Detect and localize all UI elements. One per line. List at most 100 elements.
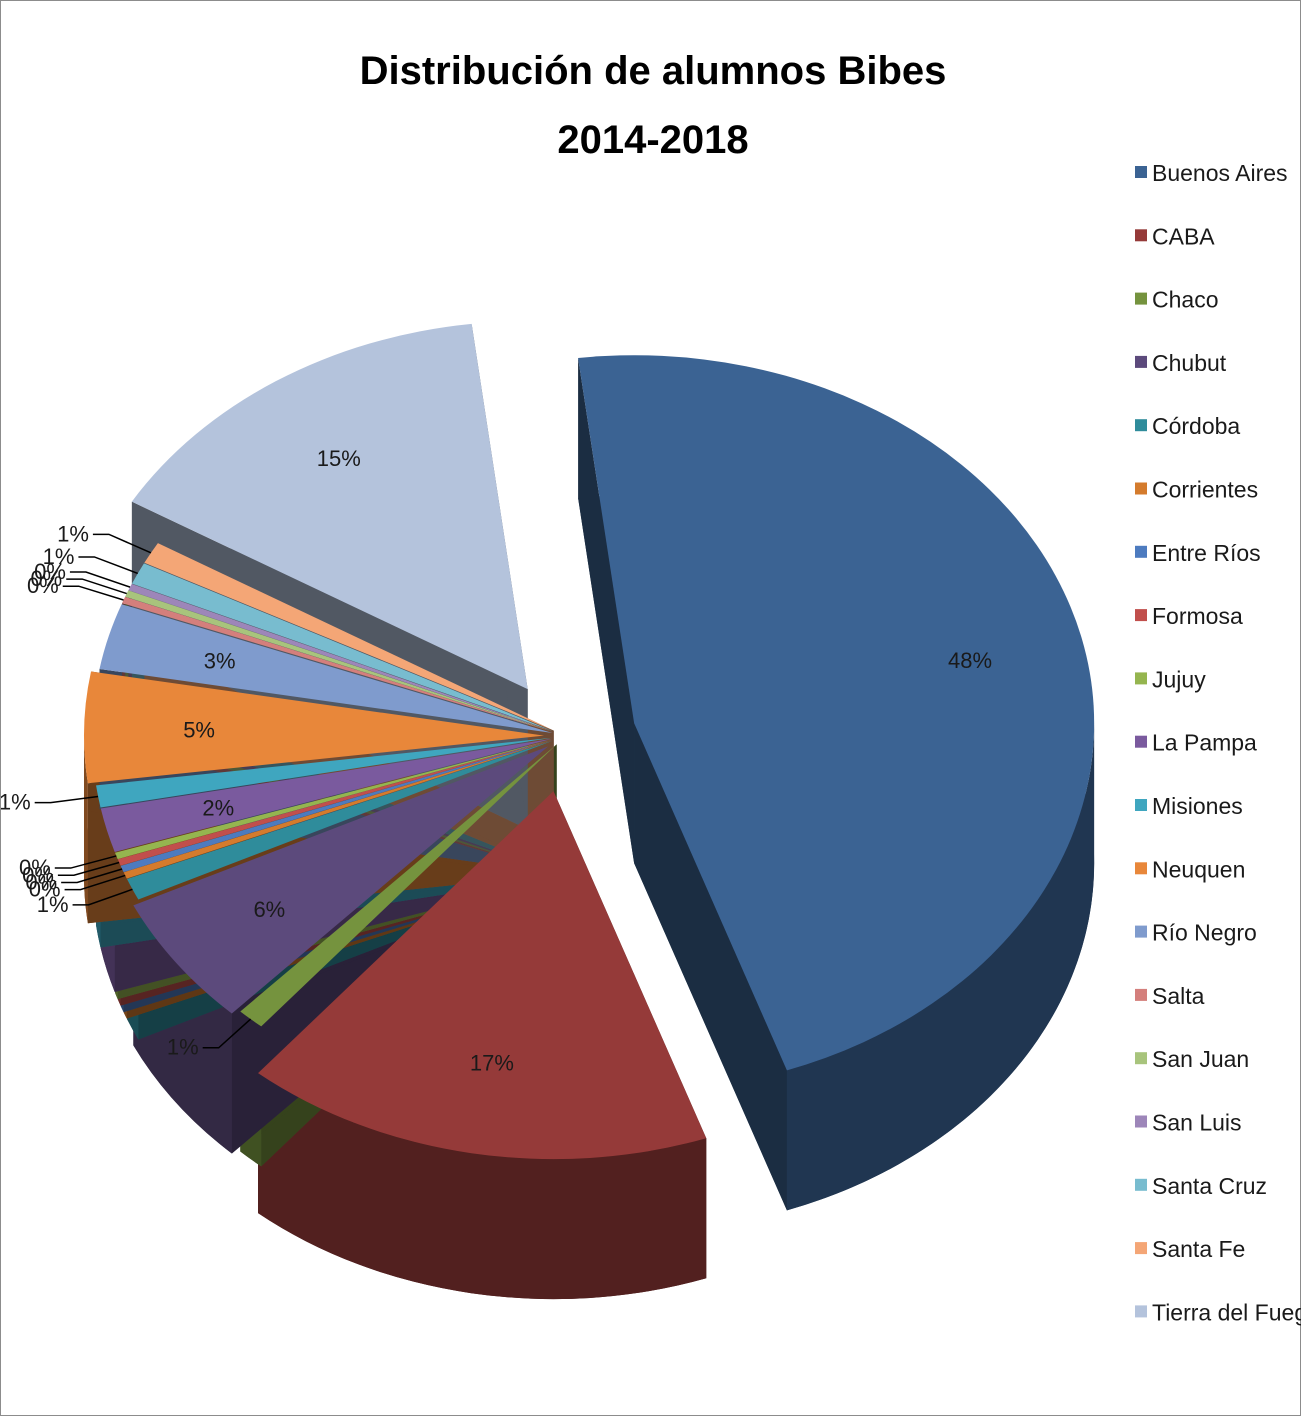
- data-label-entre-rios: 0%: [25, 869, 57, 894]
- legend-swatch-jujuy: [1135, 672, 1147, 685]
- legend-label-cordoba: Córdoba: [1152, 413, 1240, 439]
- legend-label-santa-fe: Santa Fe: [1152, 1236, 1245, 1262]
- slice-side-buenos-aires: [786, 723, 1095, 1211]
- legend-swatch-entre-rios: [1135, 545, 1147, 558]
- slice-san-juan: [125, 590, 554, 732]
- leader-line-san-luis: [69, 571, 131, 588]
- legend-swatch-neuquen: [1135, 862, 1147, 875]
- legend-label-entre-rios: Entre Ríos: [1152, 540, 1261, 566]
- legend-swatch-salta: [1135, 988, 1147, 1001]
- legend-label-neuquen: Neuquen: [1152, 856, 1245, 882]
- data-label-tierra-del-fuego: 15%: [317, 446, 361, 471]
- legend-swatch-caba: [1135, 229, 1147, 242]
- leader-line-entre-rios: [61, 868, 123, 884]
- data-labels: 48%17%1%6%1%0%0%0%0%2%1%5%3%0%0%0%1%1%15…: [1, 446, 992, 1076]
- slice-neuquen: [84, 671, 545, 784]
- data-label-san-juan: 0%: [30, 566, 62, 591]
- legend-swatch-formosa: [1135, 609, 1147, 622]
- data-label-neuquen: 5%: [183, 717, 215, 742]
- leader-line-chaco: [202, 1018, 252, 1049]
- slice-santa-cruz: [131, 563, 554, 732]
- data-label-misiones: 1%: [1, 790, 31, 815]
- legend-swatch-rio-negro: [1135, 925, 1147, 938]
- slice-corrientes: [123, 740, 553, 879]
- legend-swatch-tierra-del-fuego: [1135, 1305, 1147, 1318]
- legend-swatch-san-juan: [1135, 1052, 1147, 1065]
- data-label-santa-cruz: 1%: [43, 544, 75, 569]
- pie-top-layer: [84, 323, 1095, 1160]
- legend-label-san-luis: San Luis: [1152, 1110, 1242, 1136]
- legend-label-buenos-aires: Buenos Aires: [1152, 160, 1288, 186]
- data-label-corrientes: 0%: [29, 877, 61, 902]
- data-label-santa-fe: 1%: [57, 521, 89, 546]
- legend: Buenos Aires CABA Chaco Chubut Córdoba Corrie…: [1135, 160, 1301, 1325]
- legend-label-formosa: Formosa: [1152, 603, 1243, 629]
- slice-cordoba: [126, 740, 554, 900]
- slice-wall-buenos-aires-1: [634, 723, 787, 1211]
- chart-title: Distribución de alumnos Bibes: [360, 49, 947, 93]
- legend-swatch-san-luis: [1135, 1115, 1147, 1128]
- legend-swatch-santa-fe: [1135, 1242, 1147, 1255]
- leader-line-cordoba: [72, 888, 133, 906]
- legend-label-santa-cruz: Santa Cruz: [1152, 1173, 1267, 1199]
- slice-side-caba: [258, 1073, 707, 1300]
- slice-jujuy: [115, 739, 553, 860]
- data-label-chaco: 1%: [167, 1035, 199, 1060]
- slice-san-luis: [128, 584, 554, 732]
- legend-label-rio-negro: Río Negro: [1152, 920, 1257, 946]
- leader-line-jujuy: [54, 855, 117, 869]
- legend-label-tierra-del-fuego: Tierra del Fuego: [1152, 1299, 1301, 1325]
- leader-line-san-juan: [66, 578, 127, 595]
- legend-label-caba: CABA: [1152, 223, 1215, 249]
- legend-swatch-santa-cruz: [1135, 1178, 1147, 1191]
- slice-misiones: [96, 737, 553, 808]
- leader-line-santa-fe: [92, 533, 152, 554]
- legend-swatch-chaco: [1135, 292, 1147, 305]
- leader-line-corrientes: [64, 874, 126, 891]
- legend-label-corrientes: Corrientes: [1152, 477, 1258, 503]
- legend-swatch-misiones: [1135, 799, 1147, 811]
- data-label-buenos-aires: 48%: [948, 648, 992, 673]
- data-label-formosa: 0%: [22, 862, 54, 887]
- legend-swatch-buenos-aires: [1135, 166, 1147, 178]
- slice-chaco: [240, 744, 557, 1027]
- legend-label-san-juan: San Juan: [1152, 1046, 1249, 1072]
- legend-swatch-chubut: [1135, 355, 1147, 368]
- slice-tierra-del-fuego: [131, 323, 528, 690]
- legend-label-chaco: Chaco: [1152, 287, 1218, 313]
- slice-entre-rios: [120, 739, 553, 873]
- leader-line-salta: [62, 585, 124, 601]
- slice-formosa: [117, 739, 553, 866]
- slice-la-pampa: [100, 738, 553, 852]
- slice-caba: [258, 791, 707, 1160]
- leader-line-misiones: [34, 795, 99, 804]
- slice-side-neuquen: [84, 735, 88, 924]
- slice-buenos-aires: [578, 355, 1095, 1071]
- legend-label-misiones: Misiones: [1152, 793, 1243, 819]
- slice-salta: [122, 596, 553, 732]
- leader-lines: [34, 533, 252, 1049]
- chart-subtitle: 2014-2018: [557, 118, 748, 162]
- slice-chubut: [133, 746, 549, 1014]
- legend-label-salta: Salta: [1152, 983, 1205, 1009]
- data-label-caba: 17%: [470, 1051, 514, 1076]
- data-label-jujuy: 0%: [19, 855, 51, 880]
- slice-santa-fe: [144, 543, 554, 731]
- slice-wall-buenos-aires-0: [578, 357, 635, 864]
- data-label-la-pampa: 2%: [202, 796, 234, 821]
- data-label-chubut: 6%: [253, 897, 285, 922]
- legend-swatch-cordoba: [1135, 419, 1147, 432]
- data-label-salta: 0%: [27, 573, 59, 598]
- legend-label-jujuy: Jujuy: [1152, 666, 1206, 692]
- legend-swatch-corrientes: [1135, 482, 1147, 495]
- legend-label-la-pampa: La Pampa: [1152, 730, 1257, 756]
- slice-rio-negro: [99, 604, 553, 734]
- leader-line-santa-cruz: [78, 556, 139, 575]
- data-label-rio-negro: 3%: [204, 648, 236, 673]
- data-label-cordoba: 1%: [37, 892, 69, 917]
- legend-swatch-la-pampa: [1135, 735, 1147, 748]
- leader-line-formosa: [57, 861, 120, 877]
- legend-label-chubut: Chubut: [1152, 350, 1227, 376]
